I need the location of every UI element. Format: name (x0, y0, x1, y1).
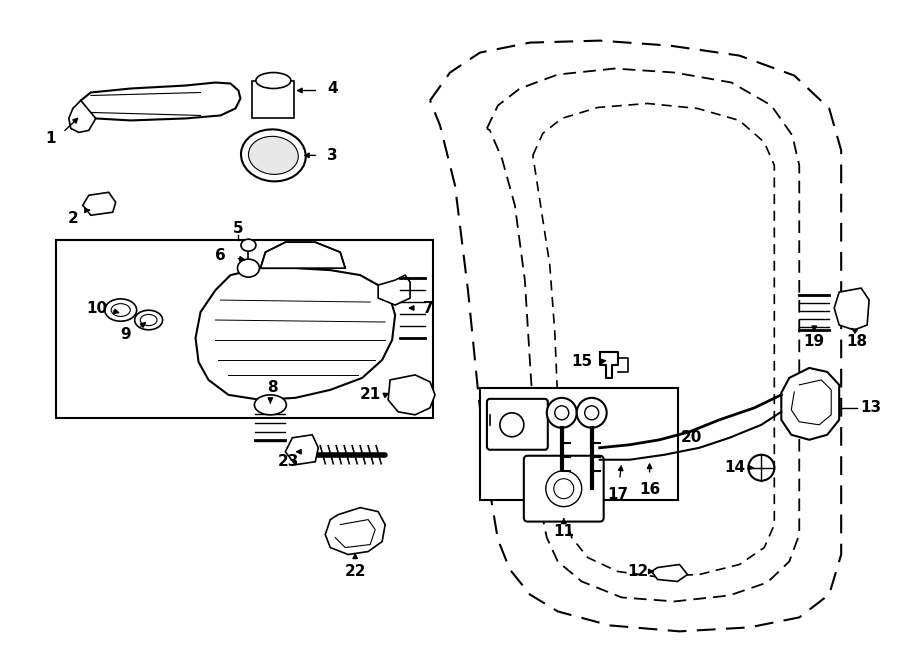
Circle shape (577, 398, 607, 428)
Bar (252, 81, 294, 118)
Circle shape (749, 455, 774, 481)
Circle shape (500, 413, 524, 437)
Ellipse shape (111, 303, 130, 317)
Polygon shape (325, 508, 385, 555)
Polygon shape (781, 368, 839, 440)
Ellipse shape (255, 395, 286, 415)
Text: 2: 2 (68, 211, 78, 226)
Polygon shape (388, 375, 435, 415)
Ellipse shape (140, 315, 157, 326)
Polygon shape (652, 564, 688, 582)
Polygon shape (378, 275, 410, 305)
Polygon shape (83, 192, 116, 215)
Text: 19: 19 (804, 334, 824, 350)
Text: 8: 8 (267, 380, 278, 395)
Polygon shape (834, 288, 869, 330)
Ellipse shape (248, 136, 298, 175)
Text: 3: 3 (327, 148, 338, 163)
FancyBboxPatch shape (487, 399, 548, 449)
Ellipse shape (256, 73, 291, 89)
Text: 16: 16 (639, 482, 661, 497)
Circle shape (554, 479, 573, 498)
Bar (56, 240, 433, 418)
Polygon shape (81, 83, 240, 120)
Circle shape (545, 471, 581, 506)
Text: 5: 5 (233, 221, 244, 236)
Ellipse shape (238, 259, 259, 277)
Text: 9: 9 (121, 327, 131, 342)
Ellipse shape (135, 310, 163, 330)
Polygon shape (195, 268, 395, 400)
Bar (480, 388, 678, 500)
Text: 21: 21 (359, 387, 381, 403)
Text: 10: 10 (86, 301, 107, 315)
Text: 14: 14 (724, 460, 745, 475)
Text: 6: 6 (215, 248, 226, 262)
Ellipse shape (241, 239, 256, 251)
Circle shape (554, 406, 569, 420)
Circle shape (585, 406, 598, 420)
Text: 11: 11 (554, 524, 574, 539)
Polygon shape (68, 100, 95, 132)
Polygon shape (260, 242, 346, 268)
Text: 4: 4 (327, 81, 338, 96)
Polygon shape (285, 435, 319, 465)
Text: 12: 12 (627, 564, 648, 579)
Text: 17: 17 (608, 487, 628, 502)
FancyBboxPatch shape (524, 455, 604, 522)
Text: 7: 7 (423, 301, 434, 315)
Text: 20: 20 (680, 430, 702, 446)
Text: 23: 23 (278, 454, 299, 469)
Circle shape (547, 398, 577, 428)
Text: 18: 18 (847, 334, 868, 350)
Ellipse shape (104, 299, 137, 321)
Ellipse shape (241, 130, 306, 181)
Text: 22: 22 (345, 564, 366, 579)
Text: 13: 13 (860, 401, 882, 415)
Text: 15: 15 (572, 354, 592, 369)
Text: 1: 1 (46, 131, 56, 146)
